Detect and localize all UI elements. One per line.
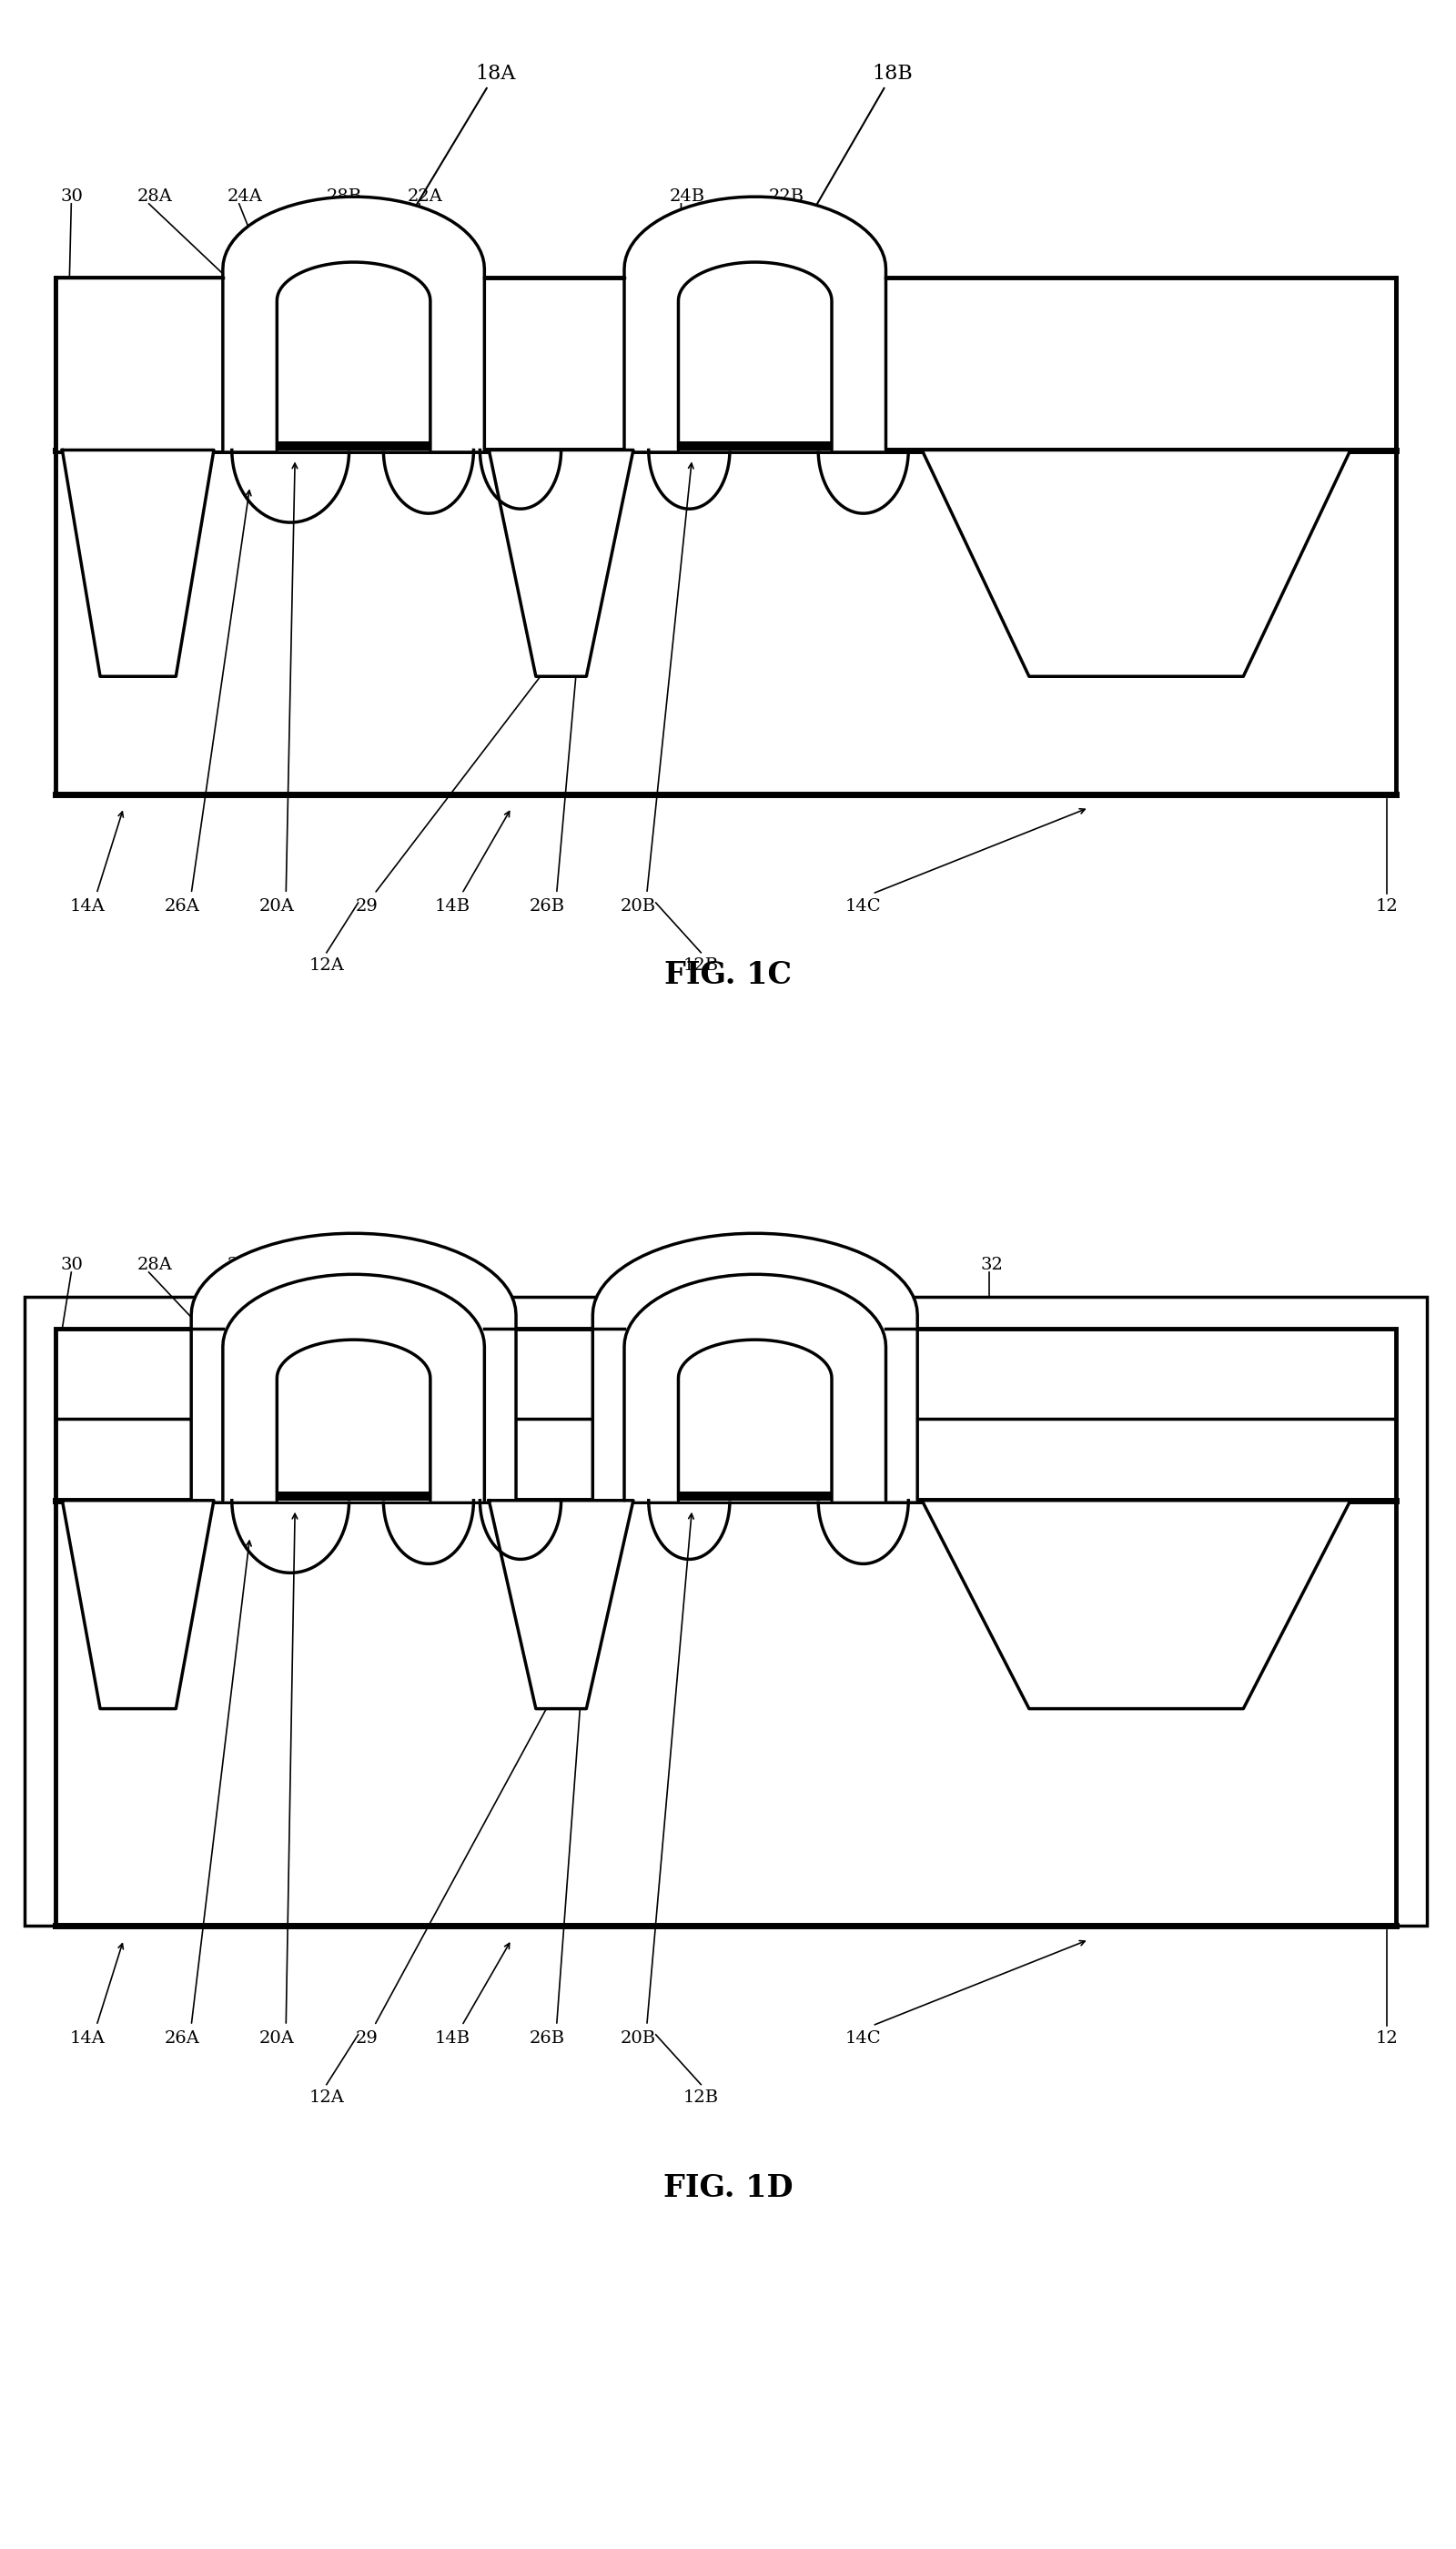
Polygon shape — [625, 196, 885, 451]
Text: 24A: 24A — [227, 189, 262, 204]
Text: 26B: 26B — [530, 2029, 565, 2047]
Polygon shape — [625, 1274, 885, 1501]
Text: 22A: 22A — [408, 189, 443, 204]
Polygon shape — [223, 196, 485, 451]
Polygon shape — [922, 451, 1351, 675]
Text: 30: 30 — [61, 1257, 83, 1272]
Text: 14B: 14B — [435, 897, 470, 915]
Bar — [55, 1328, 1395, 1927]
Text: 12B: 12B — [683, 2090, 719, 2105]
Polygon shape — [191, 1234, 515, 1501]
Bar — [55, 278, 223, 451]
Bar — [277, 1491, 431, 1501]
Text: 14B: 14B — [435, 2029, 470, 2047]
Text: FIG. 1D: FIG. 1D — [662, 2174, 794, 2205]
Polygon shape — [922, 1501, 1351, 1708]
Text: 22A: 22A — [408, 1257, 443, 1272]
Bar — [25, 1297, 1427, 1927]
Text: 18B: 18B — [785, 64, 913, 260]
Text: 28A: 28A — [137, 1257, 172, 1272]
Text: 12B: 12B — [683, 956, 719, 974]
Text: 12: 12 — [1376, 2029, 1398, 2047]
Text: 29: 29 — [355, 2029, 379, 2047]
Text: 28B: 28B — [326, 1257, 363, 1272]
Text: 14C: 14C — [846, 897, 881, 915]
Text: 22B: 22B — [769, 1257, 804, 1272]
Text: 24B: 24B — [670, 1257, 705, 1272]
Bar — [678, 1491, 831, 1501]
Bar — [55, 278, 1395, 795]
Text: 12A: 12A — [309, 2090, 344, 2105]
Polygon shape — [223, 1274, 485, 1501]
Bar — [678, 441, 831, 451]
Text: 18A: 18A — [383, 64, 515, 260]
Text: 26B: 26B — [530, 897, 565, 915]
Polygon shape — [277, 263, 431, 451]
Text: 14A: 14A — [70, 897, 105, 915]
Bar — [277, 441, 431, 451]
Text: 20A: 20A — [259, 897, 294, 915]
Polygon shape — [678, 1341, 831, 1501]
Text: 28B: 28B — [326, 189, 363, 204]
Text: 26A: 26A — [165, 2029, 199, 2047]
Polygon shape — [277, 1341, 431, 1501]
Text: 32: 32 — [980, 1257, 1003, 1272]
Polygon shape — [489, 451, 633, 675]
Text: 24A: 24A — [227, 1257, 262, 1272]
Text: 12A: 12A — [309, 956, 344, 974]
Polygon shape — [63, 1501, 214, 1708]
Text: 14C: 14C — [846, 2029, 881, 2047]
Text: FIG. 1C: FIG. 1C — [664, 961, 792, 989]
Text: 26A: 26A — [165, 897, 199, 915]
Polygon shape — [678, 263, 831, 451]
Text: 14A: 14A — [70, 2029, 105, 2047]
Text: 20B: 20B — [620, 897, 655, 915]
Text: 24B: 24B — [670, 189, 705, 204]
Text: 20B: 20B — [620, 2029, 655, 2047]
Polygon shape — [63, 451, 214, 675]
Polygon shape — [489, 1501, 633, 1708]
Polygon shape — [593, 1234, 917, 1501]
Text: 28A: 28A — [137, 189, 172, 204]
Text: 12: 12 — [1376, 897, 1398, 915]
Text: 20A: 20A — [259, 2029, 294, 2047]
Text: 22B: 22B — [769, 189, 804, 204]
Text: 30: 30 — [61, 189, 83, 204]
Text: 29: 29 — [355, 897, 379, 915]
